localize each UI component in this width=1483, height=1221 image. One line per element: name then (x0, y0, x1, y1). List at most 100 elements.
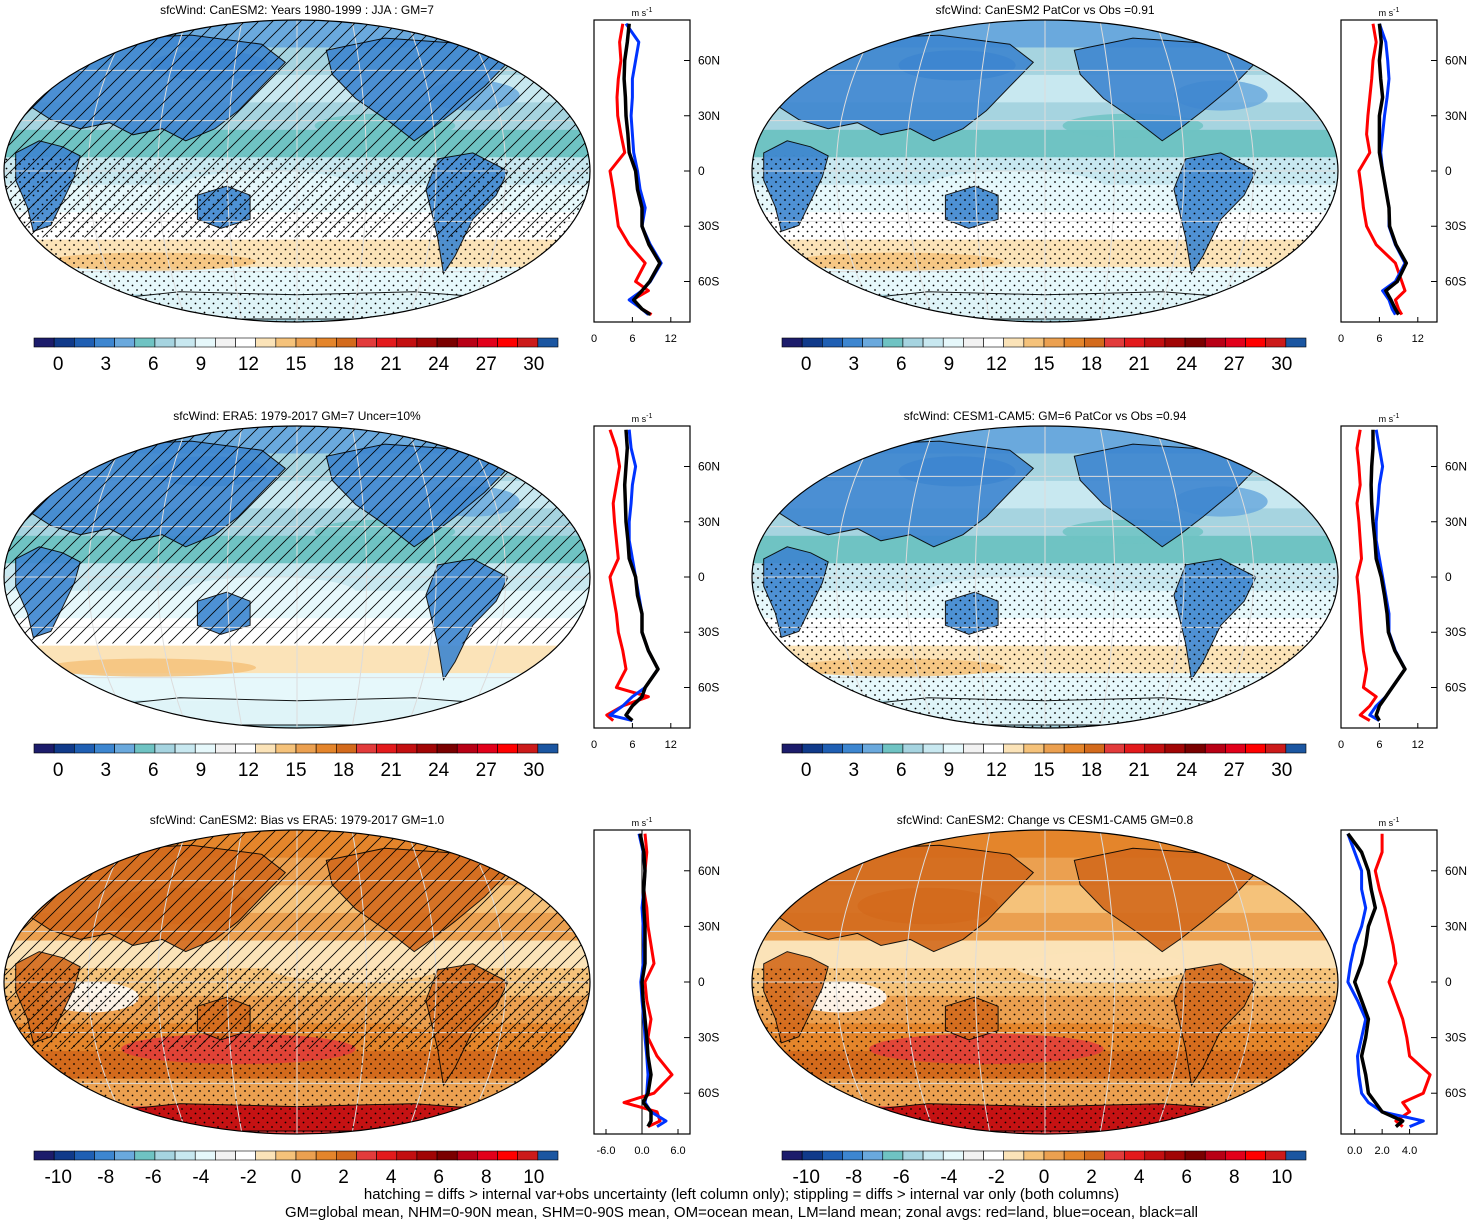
x-tick-label: 6 (1376, 333, 1382, 345)
colorbar-tick-label: 30 (1271, 760, 1292, 781)
colorbar-tick-label: 24 (1176, 354, 1198, 375)
colorbar-tick-label: 9 (196, 354, 207, 375)
colorbar-swatch (983, 743, 1004, 754)
colorbar-swatch (822, 743, 843, 754)
lat-tick-label: 0 (698, 975, 705, 989)
colorbar-swatch (781, 337, 803, 348)
colorbar-swatch (1245, 337, 1266, 348)
colorbar-swatch (1003, 1150, 1025, 1161)
colorbar-tick-label: 3 (100, 760, 111, 781)
colorbar-tick-label: 6 (896, 354, 907, 375)
colorbar-tick-label: 27 (476, 760, 497, 781)
colorbar-swatch (436, 337, 458, 348)
colorbar-tick-label: 9 (944, 760, 955, 781)
map-border (751, 19, 1339, 323)
colorbar-swatch (517, 337, 539, 348)
colorbar-swatch (396, 337, 418, 348)
map-title: sfcWind: CanESM2: Bias vs ERA5: 1979-201… (150, 813, 445, 827)
colorbar-tick-label: 15 (1033, 354, 1054, 375)
colorbar-swatch (376, 337, 398, 348)
lat-tick-label: 60S (698, 274, 719, 288)
colorbar-swatch (1084, 743, 1105, 754)
colorbar-swatch (235, 1150, 256, 1161)
colorbar-swatch (376, 1150, 398, 1161)
colorbar-swatch (1124, 337, 1146, 348)
colorbar-tick-label: 0 (1039, 1167, 1050, 1188)
colorbar-tick-label: 30 (523, 354, 544, 375)
colorbar-swatch (537, 1150, 559, 1161)
zonal-panel-5: m s-1 60N 30N 0 30S 60S -6.0 0.0 6.0 (593, 817, 720, 1157)
zonal-units-label: m s-1 (1379, 413, 1400, 424)
colorbar-swatch (53, 337, 75, 348)
colorbar-swatch (822, 337, 843, 348)
colorbar-swatch (902, 743, 924, 754)
colorbar-swatch (1285, 743, 1307, 754)
zonal-frame (1340, 425, 1438, 729)
lat-tick-label: 30N (1445, 109, 1467, 123)
lat-tick-label: 60S (698, 680, 719, 694)
colorbar-swatch (537, 743, 559, 754)
colorbar-swatch (1204, 1150, 1226, 1161)
colorbar-swatch (1144, 337, 1166, 348)
colorbar-tick-label: -10 (44, 1167, 71, 1188)
colorbar-swatch (1204, 743, 1226, 754)
colorbar-swatch (942, 1150, 964, 1161)
colorbar-swatch (862, 743, 884, 754)
colorbar-tick-label: 0 (291, 1167, 302, 1188)
zonal-series-all (1369, 429, 1407, 722)
colorbar-swatch (275, 1150, 297, 1161)
colorbar-swatch (1225, 743, 1246, 754)
colorbar-swatch (822, 1150, 843, 1161)
colorbar-swatch (356, 1150, 377, 1161)
colorbar-swatch (477, 1150, 498, 1161)
colorbar-swatch (1144, 743, 1166, 754)
colorbar-swatch (255, 337, 277, 348)
colorbar-swatch (1104, 743, 1125, 754)
colorbar-swatch (963, 337, 984, 348)
colorbar-swatch (842, 337, 863, 348)
map-border (3, 19, 591, 323)
map-border (3, 425, 591, 729)
lat-tick-label: 60N (1445, 460, 1467, 474)
zonal-series-all (638, 833, 653, 1128)
map-panel-1: sfcWind: CanESM2: Years 1980-1999 : JJA … (3, 3, 591, 323)
colorbar-swatch (53, 1150, 75, 1161)
colorbar-swatch (255, 743, 277, 754)
colorbar-swatch (1204, 337, 1226, 348)
colorbar-swatch (1265, 743, 1287, 754)
colorbar-swatch (275, 337, 297, 348)
colorbar-tick-label: 6 (148, 760, 159, 781)
colorbar-swatch (1104, 1150, 1125, 1161)
colorbar-tick-label: 12 (986, 354, 1007, 375)
lat-tick-label: 60N (1445, 54, 1467, 68)
map-title: sfcWind: CanESM2: Years 1980-1999 : JJA … (160, 3, 434, 17)
colorbar-tick-label: -10 (792, 1167, 819, 1188)
colorbar-swatch (336, 337, 357, 348)
colorbar-swatch (94, 743, 115, 754)
colorbar-swatch (801, 1150, 823, 1161)
colorbar-swatch (882, 1150, 904, 1161)
colorbar-tick-label: 3 (848, 760, 859, 781)
colorbar-swatch (295, 743, 317, 754)
zonal-series-land (1357, 23, 1407, 316)
zonal-series-all (622, 23, 662, 317)
colorbar-swatch (842, 1150, 863, 1161)
colorbar-swatch (215, 337, 236, 348)
zonal-panel-2: m s-1 60N 30N 0 30S 60S 0 6 12 (1338, 7, 1467, 345)
field-blob (45, 658, 256, 677)
lat-tick-label: 30S (698, 625, 719, 639)
colorbar-swatch (477, 743, 498, 754)
zonal-units-label: m s-1 (632, 7, 653, 18)
colorbar-tick-label: 18 (333, 760, 354, 781)
stippling-overlay (4, 155, 590, 322)
colorbar-swatch (1023, 743, 1045, 754)
colorbar-swatch (963, 1150, 984, 1161)
colorbar-swatch (315, 1150, 337, 1161)
lat-tick-label: 30N (698, 109, 720, 123)
x-tick-label: 0 (1338, 333, 1344, 345)
colorbar-swatch (1225, 337, 1246, 348)
colorbar-swatch (781, 743, 803, 754)
colorbar-swatch (456, 743, 478, 754)
colorbar-swatch (235, 743, 256, 754)
zonal-units-label: m s-1 (632, 413, 653, 424)
